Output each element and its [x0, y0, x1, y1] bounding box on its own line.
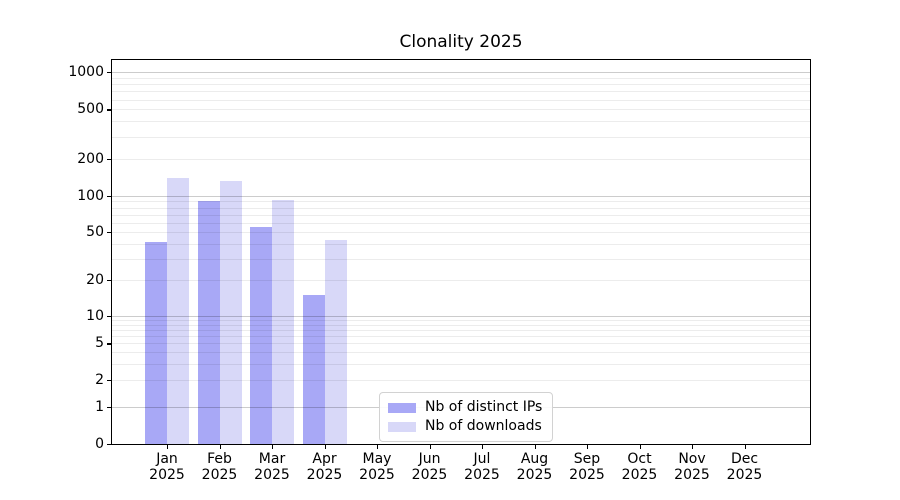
x-tick-label: Jan 2025 [149, 451, 185, 483]
minor-gridline [112, 330, 810, 332]
x-tick-label: May 2025 [359, 451, 395, 483]
x-tick-mark [744, 445, 746, 449]
legend: Nb of distinct IPs Nb of downloads [379, 392, 554, 442]
y-tick-label: 0 [95, 436, 104, 452]
bar-nb-of-downloads-jan-2025 [167, 177, 189, 444]
major-gridline [112, 196, 810, 197]
legend-swatch-distinct-ips-icon [388, 402, 416, 413]
minor-gridline [112, 207, 810, 209]
minor-gridline [112, 77, 810, 79]
y-tick-mark [107, 407, 111, 409]
minor-gridline [112, 336, 810, 338]
minor-gridline [112, 258, 810, 260]
y-tick-label: 2 [95, 371, 104, 388]
x-tick-label: Aug 2025 [516, 451, 553, 483]
minor-gridline [112, 279, 810, 281]
y-tick-mark [107, 232, 111, 234]
y-tick-mark [107, 196, 111, 198]
y-tick-label: 20 [86, 271, 104, 288]
bar-nb-of-distinct-ips-apr-2025 [302, 294, 325, 444]
x-tick-label: Sep 2025 [569, 451, 605, 483]
x-tick-mark [429, 445, 431, 449]
y-tick-label: 1 [95, 399, 104, 415]
x-tick-label: Jul 2025 [464, 451, 500, 483]
x-tick-label: Nov 2025 [674, 451, 710, 483]
y-tick-mark [107, 316, 111, 318]
minor-gridline [112, 109, 810, 111]
legend-item-downloads: Nb of downloads [388, 417, 542, 436]
minor-gridline [112, 324, 810, 326]
y-tick-mark [107, 72, 111, 74]
x-tick-label: Mar 2025 [254, 451, 290, 483]
bar-nb-of-distinct-ips-feb-2025 [197, 201, 220, 444]
x-tick-mark [692, 445, 694, 449]
x-tick-mark [587, 445, 589, 449]
minor-gridline [112, 352, 810, 354]
minor-gridline [112, 379, 810, 381]
legend-label-distinct-ips: Nb of distinct IPs [425, 399, 543, 415]
minor-gridline [112, 201, 810, 203]
minor-gridline [112, 320, 810, 322]
x-tick-mark [534, 445, 536, 449]
x-tick-mark [377, 445, 379, 449]
minor-gridline [112, 91, 810, 93]
x-tick-label: Dec 2025 [726, 451, 763, 483]
y-tick-mark [107, 444, 111, 446]
bar-nb-of-downloads-apr-2025 [324, 239, 347, 444]
legend-swatch-downloads-icon [388, 421, 416, 432]
x-tick-label: Feb 2025 [201, 451, 238, 483]
x-tick-mark [167, 445, 169, 449]
x-tick-mark [482, 445, 484, 449]
x-tick-mark [272, 445, 274, 449]
minor-gridline [112, 99, 810, 101]
bar-nb-of-downloads-feb-2025 [219, 180, 242, 444]
minor-gridline [112, 363, 810, 365]
y-tick-mark [107, 109, 111, 111]
y-tick-mark [107, 379, 111, 381]
y-tick-label: 200 [77, 150, 104, 167]
y-tick-label: 100 [77, 188, 104, 204]
y-tick-mark [107, 158, 111, 160]
bar-nb-of-distinct-ips-mar-2025 [250, 227, 272, 444]
minor-gridline [112, 136, 810, 138]
chart-title: Clonality 2025 [399, 32, 523, 52]
minor-gridline [112, 158, 810, 160]
y-tick-label: 50 [86, 224, 104, 241]
y-tick-label: 500 [77, 101, 104, 118]
y-tick-label: 5 [95, 335, 104, 352]
minor-gridline [112, 121, 810, 123]
legend-label-downloads: Nb of downloads [425, 418, 542, 434]
x-tick-mark [324, 445, 326, 449]
bar-nb-of-distinct-ips-jan-2025 [145, 242, 167, 444]
minor-gridline [112, 214, 810, 216]
bar-nb-of-downloads-mar-2025 [272, 200, 294, 444]
minor-gridline [112, 243, 810, 245]
x-tick-label: Apr 2025 [306, 451, 343, 483]
minor-gridline [112, 343, 810, 345]
major-gridline [112, 72, 810, 73]
minor-gridline [112, 222, 810, 224]
y-tick-mark [107, 343, 111, 345]
y-tick-mark [107, 279, 111, 282]
major-gridline [112, 316, 810, 317]
minor-gridline [112, 84, 810, 86]
x-tick-mark [219, 445, 221, 449]
legend-item-distinct-ips: Nb of distinct IPs [388, 398, 542, 417]
y-tick-label: 1000 [68, 64, 104, 80]
minor-gridline [112, 232, 810, 234]
x-tick-label: Jun 2025 [411, 451, 448, 483]
x-tick-label: Oct 2025 [621, 451, 658, 483]
x-tick-mark [639, 445, 641, 449]
y-tick-label: 10 [86, 308, 104, 324]
